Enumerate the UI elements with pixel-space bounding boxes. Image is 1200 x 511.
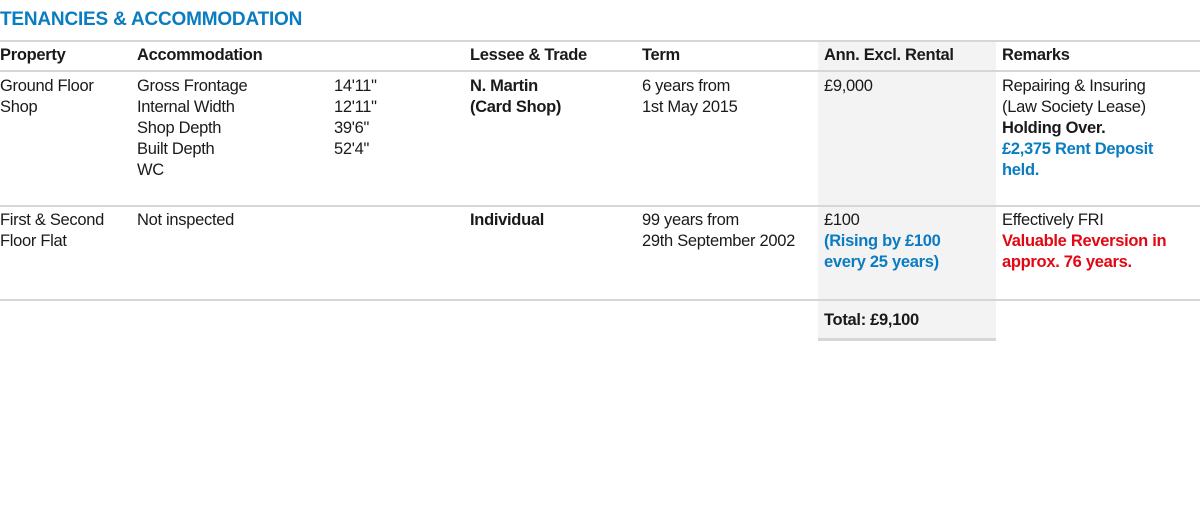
divider: [0, 40, 1200, 42]
text: Repairing & Insuring: [1002, 77, 1146, 95]
text: Effectively FRI: [1002, 211, 1104, 229]
divider: [0, 299, 1200, 301]
text: held.: [1002, 161, 1040, 179]
text: Ground Floor: [0, 77, 94, 95]
text: (Rising by £100: [824, 232, 941, 250]
text: (Card Shop): [470, 98, 562, 116]
text: Holding Over.: [1002, 119, 1106, 137]
text: 14'11": [334, 77, 377, 95]
row2-lessee: Individual: [470, 211, 545, 229]
text: 1st May 2015: [642, 98, 738, 116]
text: 52'4": [334, 140, 370, 158]
section-title: TENANCIES & ACCOMMODATION: [0, 9, 303, 30]
row1-rental: £9,000: [824, 77, 873, 95]
text: N. Martin: [470, 77, 538, 95]
text: 6 years from: [642, 77, 731, 95]
text: Shop Depth: [137, 119, 222, 137]
row1-lessee: N. Martin (Card Shop): [470, 76, 561, 118]
header-lessee: Lessee & Trade: [470, 46, 587, 64]
text: Gross Frontage: [137, 77, 248, 95]
total-underline: [818, 338, 996, 341]
row2-accommodation: Not inspected: [137, 211, 234, 229]
text: Floor Flat: [0, 232, 67, 250]
row1-remarks: Repairing & Insuring (Law Society Lease)…: [1002, 76, 1153, 181]
text: First & Second: [0, 211, 105, 229]
row1-accommodation-labels: Gross Frontage Internal Width Shop Depth…: [137, 76, 248, 181]
rental-column-shade: [818, 42, 996, 339]
header-remarks: Remarks: [1002, 46, 1070, 64]
row2-remarks: Effectively FRI Valuable Reversion in ap…: [1002, 210, 1167, 273]
text: Valuable Reversion in: [1002, 232, 1167, 250]
text: Internal Width: [137, 98, 235, 116]
header-rental: Ann. Excl. Rental: [824, 46, 954, 64]
row2-term: 99 years from 29th September 2002: [642, 210, 795, 252]
row1-property: Ground Floor Shop: [0, 76, 94, 118]
row2-property: First & Second Floor Flat: [0, 210, 104, 252]
text: 39'6": [334, 119, 370, 137]
text: (Law Society Lease): [1002, 98, 1146, 116]
divider: [0, 205, 1200, 207]
text: Built Depth: [137, 140, 215, 158]
text: approx. 76 years.: [1002, 253, 1132, 271]
text: £100: [824, 211, 860, 229]
text: WC: [137, 161, 164, 179]
row2-rental: £100 (Rising by £100 every 25 years): [824, 210, 941, 273]
text: Shop: [0, 98, 38, 116]
divider: [0, 70, 1200, 72]
text: every 25 years): [824, 253, 939, 271]
header-property: Property: [0, 46, 66, 64]
row1-accommodation-values: 14'11" 12'11" 39'6" 52'4": [334, 76, 377, 160]
total-rental: Total: £9,100: [824, 311, 919, 329]
header-term: Term: [642, 46, 680, 64]
text: 99 years from: [642, 211, 739, 229]
row1-term: 6 years from 1st May 2015: [642, 76, 738, 118]
header-accommodation: Accommodation: [137, 46, 263, 64]
text: £2,375 Rent Deposit: [1002, 140, 1154, 158]
text: 12'11": [334, 98, 377, 116]
text: 29th September 2002: [642, 232, 795, 250]
